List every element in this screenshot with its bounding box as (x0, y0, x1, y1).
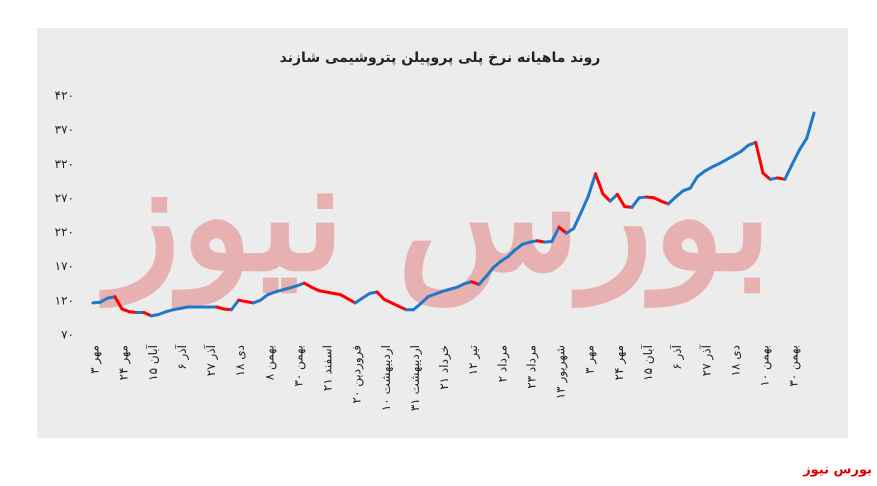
x-tick-label: ۱۸ دی (233, 345, 247, 376)
line-segment (805, 111, 816, 140)
x-tick-label: ۲۷ آذر (698, 344, 714, 376)
line-segment (477, 274, 488, 286)
line-segment (666, 195, 678, 206)
line-segment (506, 248, 517, 258)
line-segment (790, 148, 801, 166)
x-tick-label: ۸ بهمن (262, 345, 277, 380)
x-tick-label: ۲۴ مهر (612, 345, 627, 380)
x-tick-label: ۱۰ بهمن (758, 345, 773, 387)
line-segment (783, 162, 794, 181)
line-segment (739, 143, 750, 153)
x-tick-label: ۶ آذر (174, 344, 190, 369)
x-tick-label: ۱۲ تیر (466, 345, 481, 375)
line-segment (229, 298, 241, 312)
line-segment (375, 290, 386, 301)
line-segment (492, 259, 503, 269)
x-tick-label: ۳۰ بهمن (291, 345, 306, 387)
x-tick-label: ۲ مرداد (495, 345, 510, 382)
x-tick-label: ۱۰ اردیبهشت (379, 345, 394, 411)
x-tick-label: ۳ مهر (583, 345, 598, 374)
line-segment (608, 192, 619, 203)
line-segment (586, 172, 598, 198)
line-segment (484, 265, 496, 278)
line-segment (615, 192, 627, 209)
x-tick-label: ۱۸ دی (728, 345, 742, 376)
x-tick-label: ۶ آذر (669, 344, 685, 369)
x-tick-label: ۱۳ شهریور (554, 345, 569, 399)
chart-title: روند ماهیانه نرخ پلی پروپیلن پتروشیمی شا… (280, 50, 601, 66)
y-tick-label: ۳۲۰ (55, 157, 74, 171)
line-segment (411, 302, 423, 312)
x-tick-label: ۲۷ آذر (203, 344, 219, 376)
line-segment (513, 242, 525, 252)
y-tick-label: ۱۷۰ (55, 259, 74, 273)
x-tick-label: ۳۱ اردیبهشت (408, 345, 423, 411)
y-tick-label: ۱۲۰ (55, 293, 74, 307)
line-segment (550, 225, 561, 243)
x-tick-label: ۳ مهر (88, 345, 103, 374)
x-tick-label: ۲۱ خرداد (437, 345, 452, 390)
line-segment (754, 140, 765, 175)
line-segment (572, 211, 583, 230)
y-tick-label: ۳۷۰ (55, 123, 74, 137)
x-tick-label: ۳۰ بهمن (787, 345, 802, 387)
x-tick-label: ۲۱ اسفند (321, 345, 335, 391)
y-tick-label: ۲۲۰ (55, 225, 74, 239)
source: بورس نیوز (802, 463, 872, 478)
x-tick-label: ۱۵ آبان (640, 344, 655, 381)
line-segment (674, 189, 685, 199)
line-segment (419, 295, 430, 306)
line-segment (630, 196, 641, 209)
x-tick-label: ۱۵ آبان (145, 344, 160, 381)
line-segment (797, 136, 809, 152)
line-segment (113, 295, 124, 311)
line-segment (688, 175, 699, 190)
line-segment (557, 225, 568, 235)
x-tick-label: ۲۳ مرداد (524, 345, 539, 389)
line-segment (601, 192, 612, 203)
plot-background (37, 28, 848, 438)
line-segment (259, 293, 270, 302)
watermark: بورس نیوز (99, 129, 772, 308)
y-tick-label: ۷۰ (61, 328, 74, 342)
y-tick-label: ۲۷۰ (55, 191, 74, 205)
x-tick-label: ۲۴ مهر (117, 345, 132, 380)
line-segment (594, 172, 605, 196)
y-tick-label: ۴۲۰ (55, 89, 74, 103)
x-tick-label: ۲۰ فروردین (350, 345, 365, 403)
line-segment (761, 171, 772, 181)
line-segment (695, 169, 707, 179)
line-segment (579, 194, 590, 215)
